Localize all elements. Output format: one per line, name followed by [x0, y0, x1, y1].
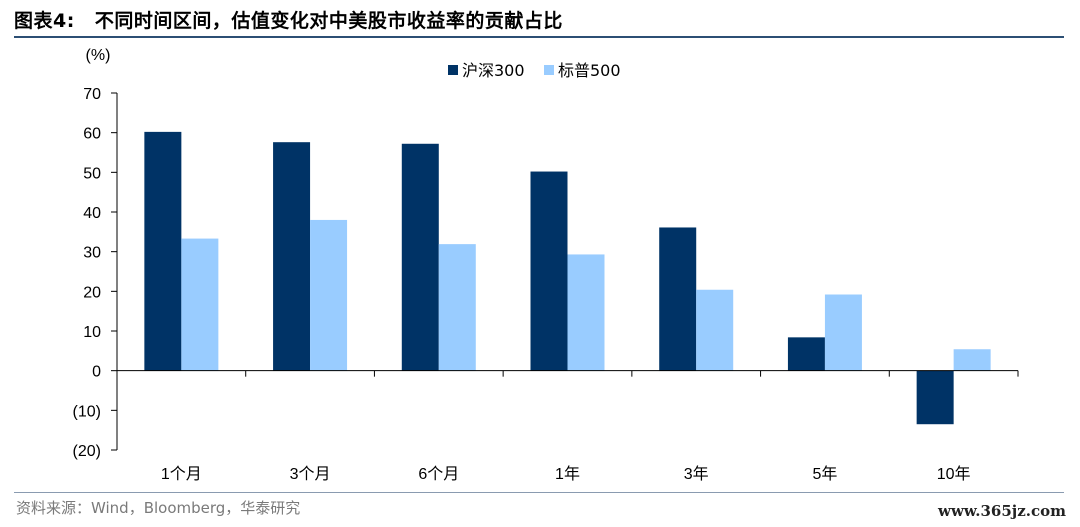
legend-label: 沪深300 — [462, 61, 525, 80]
bar-csi300 — [659, 227, 697, 371]
bar-sp500 — [696, 289, 734, 371]
y-unit-label: (%) — [86, 47, 111, 64]
bar-sp500 — [310, 219, 348, 371]
y-tick-label: 40 — [83, 205, 101, 222]
y-tick-label: 0 — [92, 364, 101, 381]
y-tick-label: (10) — [73, 403, 101, 420]
bar-chart: (%) 沪深300 标普500 70 60 50 40 30 20 10 0 (10) (20) 1… — [73, 47, 1019, 483]
y-tick-label: 20 — [83, 284, 101, 301]
y-tick-label: 70 — [83, 86, 101, 103]
bar-csi300 — [273, 142, 311, 371]
y-tick-label: (20) — [73, 443, 101, 460]
legend-swatch — [544, 65, 554, 75]
y-axis: 70 60 50 40 30 20 10 0 (10) (20) — [73, 86, 118, 460]
legend-label: 标普500 — [558, 61, 621, 80]
figure-number: 图表4: — [14, 10, 75, 32]
bar-csi300 — [144, 131, 182, 371]
y-tick-label: 50 — [83, 165, 101, 182]
figure-title: 不同时间区间，估值变化对中美股市收益率的贡献占比 — [94, 10, 563, 32]
bars — [144, 131, 991, 425]
bar-sp500 — [953, 349, 991, 371]
title-rule — [14, 36, 1064, 38]
chart-title: 图表4: 不同时间区间，估值变化对中美股市收益率的贡献占比 — [14, 6, 563, 33]
x-tick-label: 1年 — [555, 465, 580, 483]
bar-sp500 — [438, 244, 476, 371]
watermark: www.365jz.com — [938, 502, 1066, 520]
x-tick-label: 1个月 — [161, 465, 202, 483]
x-tick-label: 5年 — [812, 465, 837, 483]
x-tick-label: 10年 — [937, 465, 971, 483]
bar-sp500 — [824, 294, 862, 371]
bar-csi300 — [530, 171, 568, 371]
source-note: 资料来源：Wind，Bloomberg，华泰研究 — [16, 499, 301, 517]
x-axis: 1个月 3个月 6个月 1年 3年 5年 10年 — [116, 370, 1019, 483]
bar-csi300 — [401, 143, 439, 371]
bar-sp500 — [181, 238, 219, 371]
legend: 沪深300 标普500 — [448, 61, 621, 80]
bar-csi300 — [787, 337, 825, 371]
x-tick-label: 3年 — [684, 465, 709, 483]
footer-rule — [14, 492, 1064, 493]
bar-sp500 — [567, 254, 605, 371]
bar-csi300 — [916, 370, 954, 425]
y-tick-label: 30 — [83, 245, 101, 262]
y-tick-label: 10 — [83, 324, 101, 341]
x-tick-label: 6个月 — [418, 465, 459, 483]
legend-swatch — [448, 65, 458, 75]
y-tick-label: 60 — [83, 126, 101, 143]
x-tick-label: 3个月 — [290, 465, 331, 483]
